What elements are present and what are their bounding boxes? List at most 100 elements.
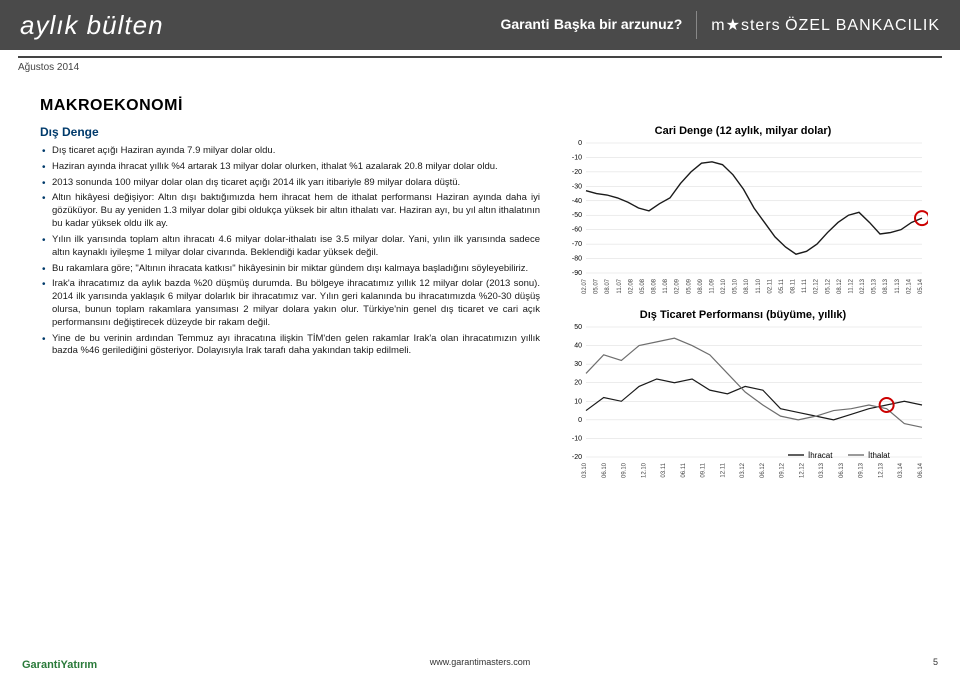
- svg-text:40: 40: [574, 343, 582, 350]
- svg-text:08.13: 08.13: [883, 278, 889, 294]
- svg-text:05.08: 05.08: [640, 278, 646, 294]
- bullet-item: Dış ticaret açığı Haziran ayında 7.9 mil…: [40, 145, 540, 158]
- svg-text:30: 30: [574, 361, 582, 368]
- svg-text:20: 20: [574, 380, 582, 387]
- svg-text:02.10: 02.10: [721, 278, 727, 294]
- svg-text:05.07: 05.07: [594, 278, 600, 294]
- svg-text:11.08: 11.08: [663, 278, 669, 293]
- svg-text:-40: -40: [572, 198, 582, 205]
- bullet-item: Yılın ilk yarısında toplam altın ihracat…: [40, 234, 540, 260]
- chart1-title: Cari Denge (12 aylık, milyar dolar): [558, 125, 928, 137]
- svg-text:-50: -50: [572, 212, 582, 219]
- svg-text:05.13: 05.13: [872, 278, 878, 294]
- chart2-box: -20 -10 0 10 20 30 40 50 03.10 06.10 09.10 12.10 03.…: [558, 323, 928, 485]
- svg-text:10: 10: [574, 398, 582, 405]
- svg-text:11.09: 11.09: [709, 278, 715, 293]
- chart2-title: Dış Ticaret Performansı (büyüme, yıllık): [558, 309, 928, 321]
- svg-text:05.11: 05.11: [779, 278, 785, 293]
- chart1-svg: -90-80-70-60-50-40-30-20-10002.0705.0708…: [558, 139, 928, 301]
- chart1-box: -90-80-70-60-50-40-30-20-10002.0705.0708…: [558, 139, 928, 301]
- svg-text:-10: -10: [572, 154, 582, 161]
- footer: GarantiYatırım www.garantimasters.com 5: [0, 657, 960, 667]
- svg-text:12.13: 12.13: [878, 462, 884, 478]
- bullet-item: Yine de bu verinin ardından Temmuz ayı i…: [40, 333, 540, 359]
- svg-text:-30: -30: [572, 183, 582, 190]
- page-title: MAKROEKONOMİ: [40, 97, 942, 115]
- svg-text:05.12: 05.12: [825, 278, 831, 294]
- garanti-tagline: Başka bir arzunuz?: [554, 16, 682, 32]
- svg-text:02.09: 02.09: [675, 278, 681, 294]
- svg-text:08.07: 08.07: [605, 278, 611, 294]
- svg-text:12.11: 12.11: [720, 462, 726, 477]
- svg-text:11.12: 11.12: [848, 278, 854, 293]
- bulletin-title: aylık bülten: [20, 10, 164, 41]
- garanti-text: Garanti: [500, 16, 549, 32]
- svg-text:06.14: 06.14: [918, 462, 924, 478]
- svg-text:02.07: 02.07: [582, 278, 588, 294]
- svg-text:06.11: 06.11: [681, 462, 687, 477]
- bullet-list: Dış ticaret açığı Haziran ayında 7.9 mil…: [40, 145, 540, 358]
- svg-text:03.11: 03.11: [661, 462, 667, 477]
- masters-tagline: ÖZEL BANKACILIK: [785, 17, 940, 34]
- svg-text:08.08: 08.08: [652, 278, 658, 294]
- svg-text:12.12: 12.12: [799, 462, 805, 478]
- bullet-item: Altın hikâyesi değişiyor: Altın dışı bak…: [40, 192, 540, 230]
- footer-url: www.garantimasters.com: [430, 657, 531, 667]
- bullet-item: 2013 sonunda 100 milyar dolar olan dış t…: [40, 177, 540, 190]
- content-row: Dış Denge Dış ticaret açığı Haziran ayın…: [40, 125, 942, 485]
- svg-text:09.12: 09.12: [780, 462, 786, 478]
- page-number: 5: [933, 657, 938, 667]
- svg-text:11.10: 11.10: [756, 278, 762, 293]
- svg-text:06.13: 06.13: [839, 462, 845, 478]
- svg-text:-60: -60: [572, 227, 582, 234]
- left-column: Dış Denge Dış ticaret açığı Haziran ayın…: [40, 125, 540, 485]
- svg-text:03.14: 03.14: [898, 462, 904, 478]
- footer-logo: GarantiYatırım: [22, 659, 97, 671]
- header-bar: aylık bülten Garanti Başka bir arzunuz? …: [0, 0, 960, 50]
- svg-text:03.10: 03.10: [582, 462, 588, 478]
- svg-text:02.12: 02.12: [814, 278, 820, 294]
- header-rule: [18, 56, 942, 58]
- svg-text:06.10: 06.10: [602, 462, 608, 478]
- svg-text:12.10: 12.10: [641, 462, 647, 478]
- svg-text:09.13: 09.13: [859, 462, 865, 478]
- svg-text:-10: -10: [572, 435, 582, 442]
- svg-text:11.07: 11.07: [617, 278, 623, 293]
- svg-text:08.09: 08.09: [698, 278, 704, 294]
- svg-text:02.14: 02.14: [906, 278, 912, 294]
- bullet-item: Irak'a ihracatımız da aylık bazda %20 dü…: [40, 278, 540, 329]
- svg-text:06.12: 06.12: [760, 462, 766, 478]
- svg-text:02.13: 02.13: [860, 278, 866, 294]
- svg-text:0: 0: [578, 140, 582, 147]
- svg-text:08.12: 08.12: [837, 278, 843, 294]
- svg-text:02.08: 02.08: [628, 278, 634, 294]
- svg-text:09.10: 09.10: [622, 462, 628, 478]
- bullet-item: Haziran ayında ihracat yıllık %4 artarak…: [40, 161, 540, 174]
- svg-text:11.11: 11.11: [802, 278, 808, 293]
- svg-text:02.11: 02.11: [767, 278, 773, 293]
- header-brands: Garanti Başka bir arzunuz? m★sters ÖZEL …: [500, 11, 940, 39]
- svg-text:03.12: 03.12: [740, 462, 746, 478]
- svg-text:0: 0: [578, 417, 582, 424]
- svg-text:-20: -20: [572, 454, 582, 461]
- svg-text:-20: -20: [572, 169, 582, 176]
- issue-date: Ağustos 2014: [18, 62, 942, 73]
- masters-logo: m★sters ÖZEL BANKACILIK: [711, 15, 940, 35]
- section-heading: Dış Denge: [40, 125, 540, 139]
- svg-text:09.11: 09.11: [701, 462, 707, 477]
- bullet-item: Bu rakamlara göre; "Altının ihracata kat…: [40, 263, 540, 276]
- svg-text:-90: -90: [572, 270, 582, 277]
- svg-text:08.11: 08.11: [791, 278, 797, 293]
- svg-text:50: 50: [574, 324, 582, 331]
- svg-text:İhracat: İhracat: [808, 451, 833, 460]
- chart2-svg: -20 -10 0 10 20 30 40 50 03.10 06.10 09.10 12.10 03.…: [558, 323, 928, 485]
- divider: [696, 11, 697, 39]
- svg-text:05.10: 05.10: [733, 278, 739, 294]
- masters-text: m★sters: [711, 17, 780, 34]
- garanti-logo: Garanti Başka bir arzunuz?: [500, 16, 682, 34]
- svg-text:05.14: 05.14: [918, 278, 924, 294]
- right-column: Cari Denge (12 aylık, milyar dolar) -90 -…: [558, 125, 928, 485]
- svg-text:-70: -70: [572, 241, 582, 248]
- svg-text:11.13: 11.13: [895, 278, 901, 293]
- svg-text:05.09: 05.09: [686, 278, 692, 294]
